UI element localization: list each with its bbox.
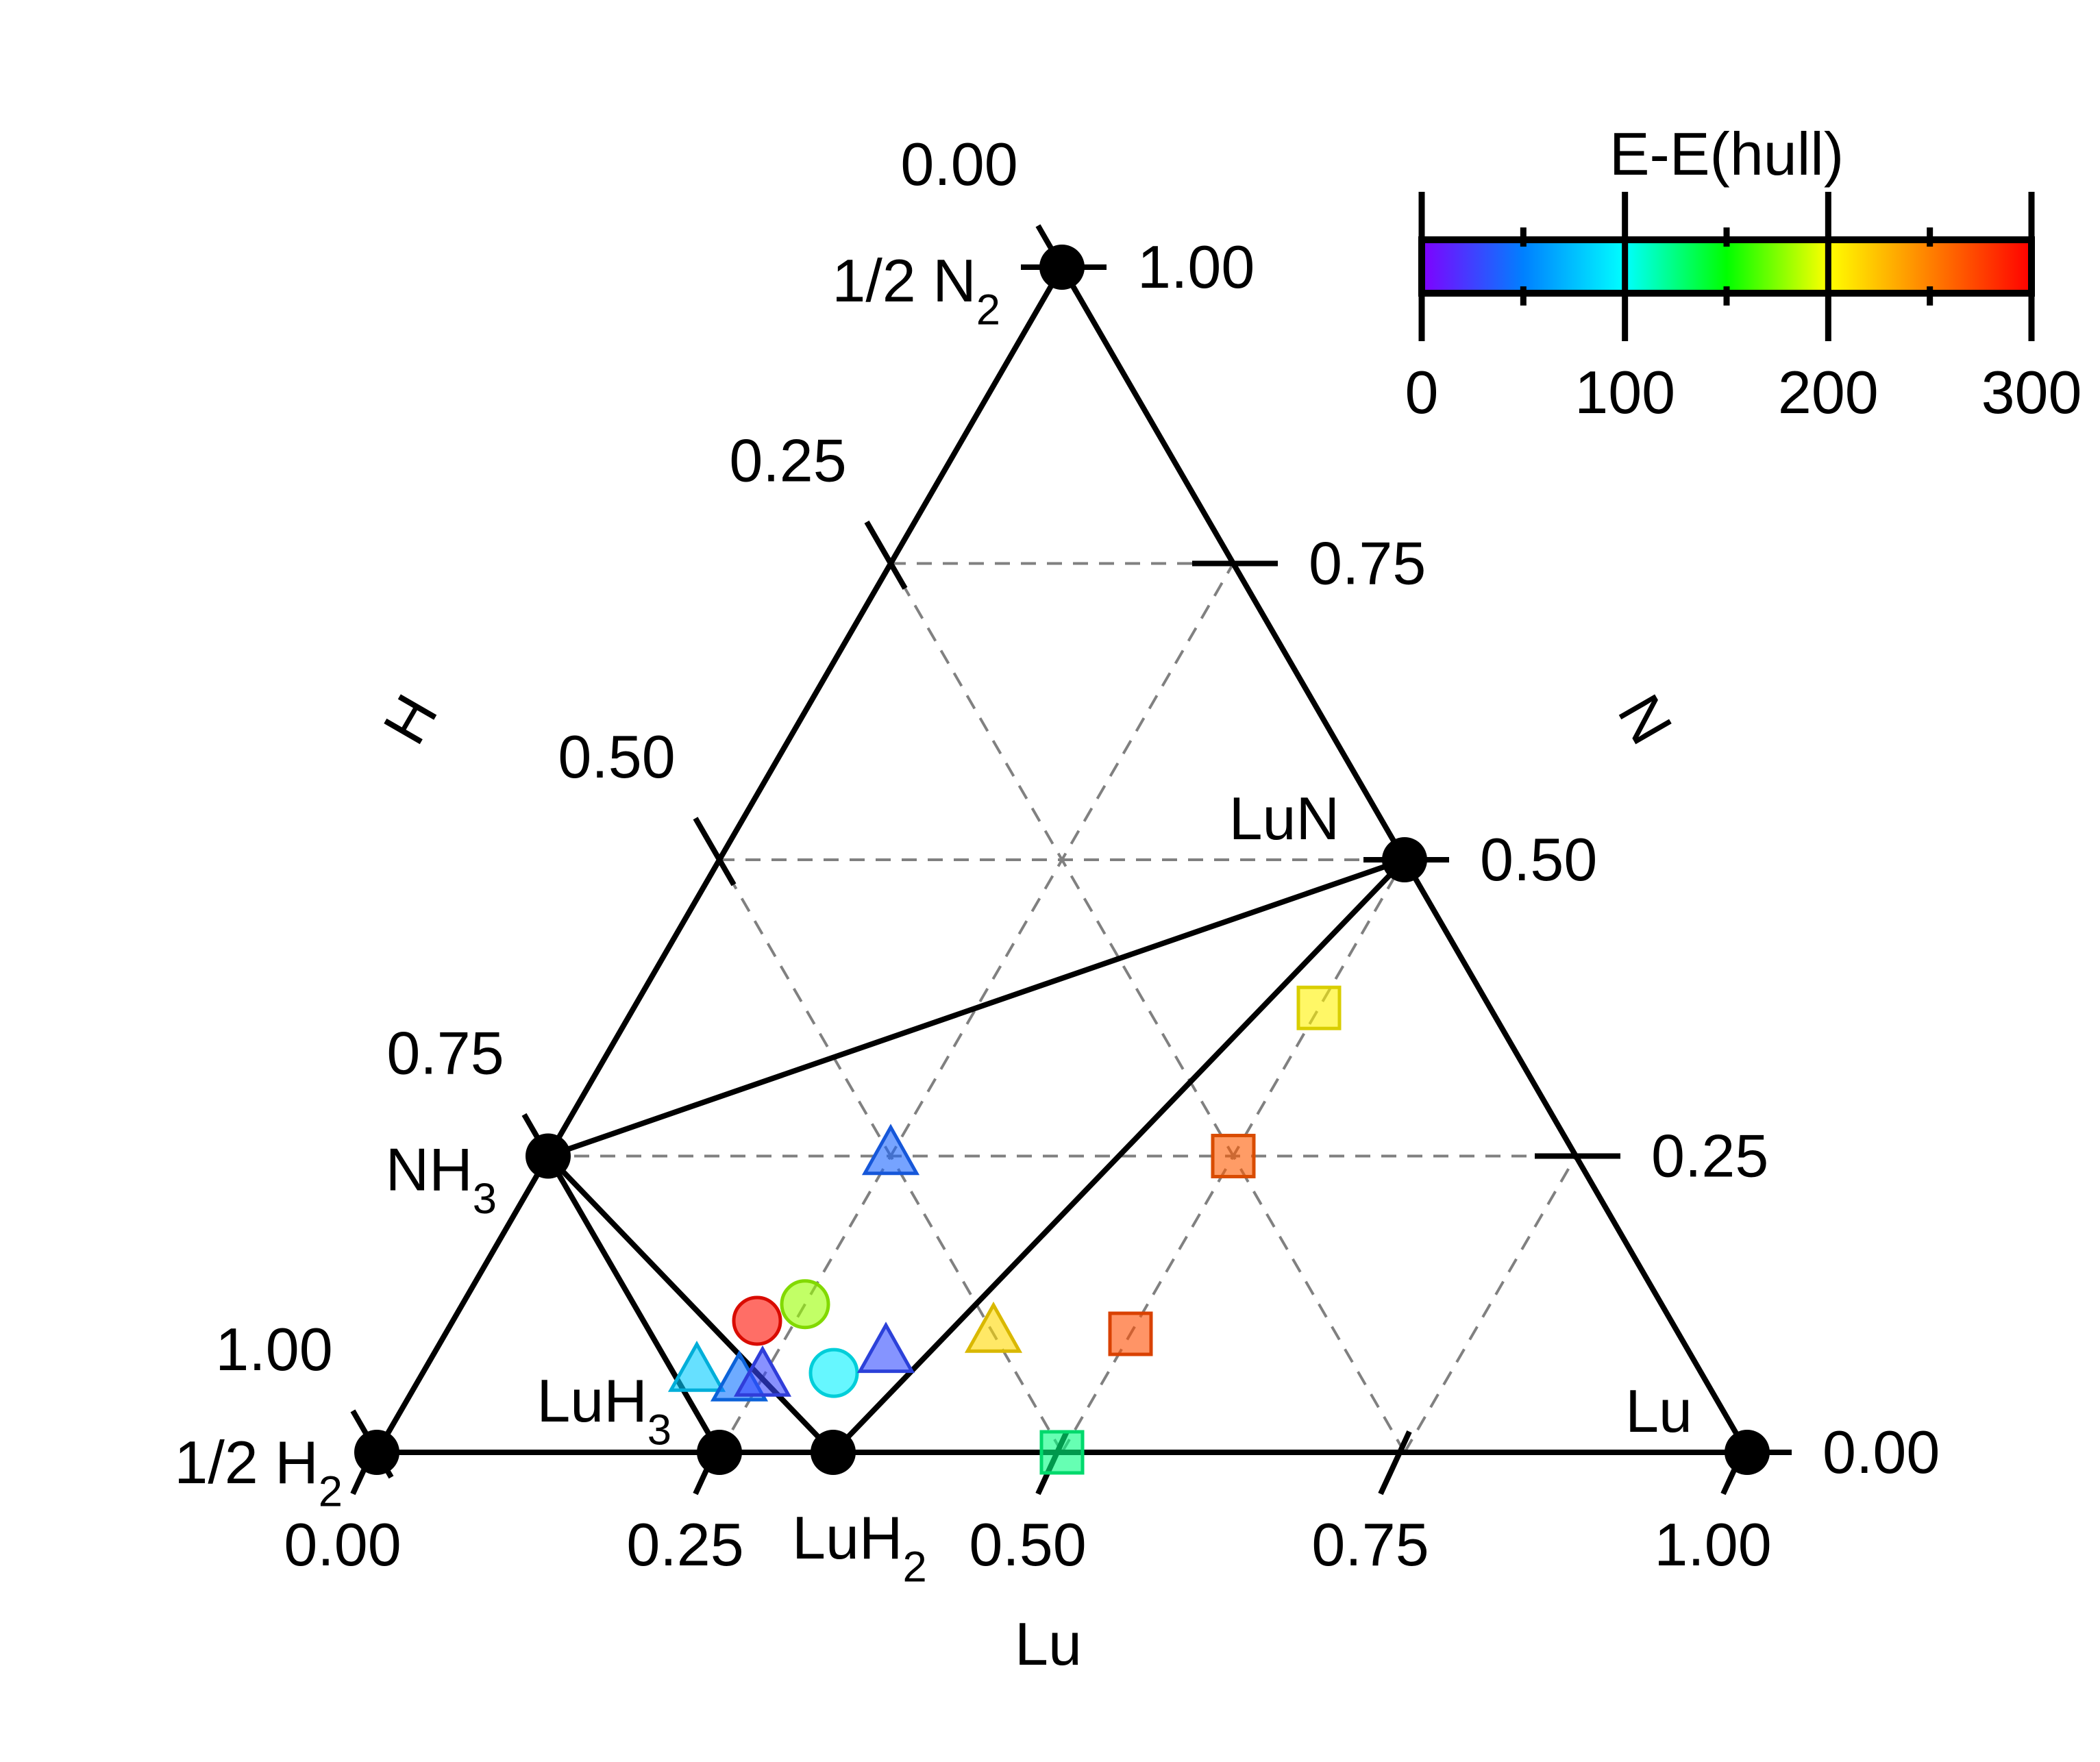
stable-phase-marker	[354, 1430, 399, 1475]
phase-label: LuH3	[536, 1367, 671, 1454]
point-square	[1211, 1134, 1256, 1178]
colorbar-tick-label: 100	[1574, 358, 1675, 426]
phase-label: LuN	[1229, 784, 1339, 852]
left-tick-label: 0.00	[900, 130, 1017, 198]
tie-line	[545, 1154, 722, 1454]
point-triangle	[733, 1345, 792, 1397]
right-tick-label: 1.00	[1137, 233, 1255, 301]
corner-label-lu: Lu	[1625, 1377, 1692, 1445]
tie-line	[831, 858, 1407, 1454]
bottom-tick-label: 1.00	[1654, 1511, 1771, 1578]
left-tick-label: 0.50	[558, 723, 675, 791]
right-tick-label: 0.75	[1309, 530, 1426, 597]
stable-phase-marker	[1725, 1430, 1770, 1475]
stable-phase-marker	[526, 1133, 571, 1179]
stable-phase-marker	[811, 1430, 856, 1475]
point-triangle	[861, 1124, 920, 1176]
point-triangle	[964, 1301, 1023, 1353]
tie-line	[547, 857, 1406, 1159]
corner-label-n2: 1/2 N2	[832, 247, 1000, 334]
point-square	[1296, 985, 1342, 1030]
stable-phase-marker	[1039, 245, 1085, 290]
left-axis-title: H	[370, 683, 451, 755]
colorbar-title: E-E(hull)	[1609, 120, 1844, 188]
bottom-axis-tick	[1378, 1430, 1412, 1496]
bottom-tick-label: 0.25	[626, 1511, 743, 1578]
bottom-tick-label: 0.50	[969, 1511, 1086, 1578]
bottom-axis-title: Lu	[1015, 1610, 1082, 1678]
point-circle	[808, 1348, 859, 1398]
stable-phase-marker	[697, 1430, 742, 1475]
colorbar-tick-label: 300	[1981, 358, 2082, 426]
point-square	[1039, 1430, 1085, 1475]
point-triangle	[856, 1322, 915, 1374]
text-labels: 0.00 0.25 0.50 0.75 1.00 0.00 0.25 0.50 0.75 1.00…	[174, 130, 1940, 1678]
tie-line	[546, 1154, 835, 1454]
right-axis-title: N	[1605, 683, 1686, 755]
colorbar-tick-label: 0	[1405, 358, 1439, 426]
colorbar-gradient	[1418, 236, 2035, 297]
point-square	[1108, 1311, 1153, 1356]
point-circle	[780, 1279, 830, 1330]
stable-phases	[354, 245, 1770, 1475]
point-circle	[732, 1295, 782, 1346]
colorbar: 0 100 200 300 E-E(hull)	[1405, 120, 2082, 426]
right-tick-label: 0.25	[1651, 1122, 1768, 1190]
stable-phase-marker	[1382, 837, 1427, 882]
phase-label: LuH2	[792, 1504, 927, 1591]
data-points	[667, 985, 1342, 1475]
point-triangle	[667, 1340, 726, 1392]
colorbar-tick-label: 200	[1778, 358, 1879, 426]
tie-lines	[545, 857, 1407, 1454]
left-tick-label: 1.00	[215, 1315, 332, 1383]
bottom-tick-label: 0.75	[1311, 1511, 1429, 1578]
grid-line-lu	[1403, 1155, 1577, 1454]
phase-label: NH3	[386, 1136, 497, 1223]
right-tick-label: 0.50	[1480, 826, 1597, 893]
left-axis-tick	[864, 520, 908, 590]
left-tick-label: 0.75	[386, 1019, 504, 1087]
bottom-tick-label: 0.00	[284, 1511, 401, 1578]
left-tick-label: 0.25	[729, 427, 846, 495]
left-axis-tick	[693, 817, 737, 886]
corner-label-h2: 1/2 H2	[174, 1428, 343, 1515]
right-tick-label: 0.00	[1823, 1418, 1940, 1486]
grid-line-h	[889, 562, 1406, 1454]
